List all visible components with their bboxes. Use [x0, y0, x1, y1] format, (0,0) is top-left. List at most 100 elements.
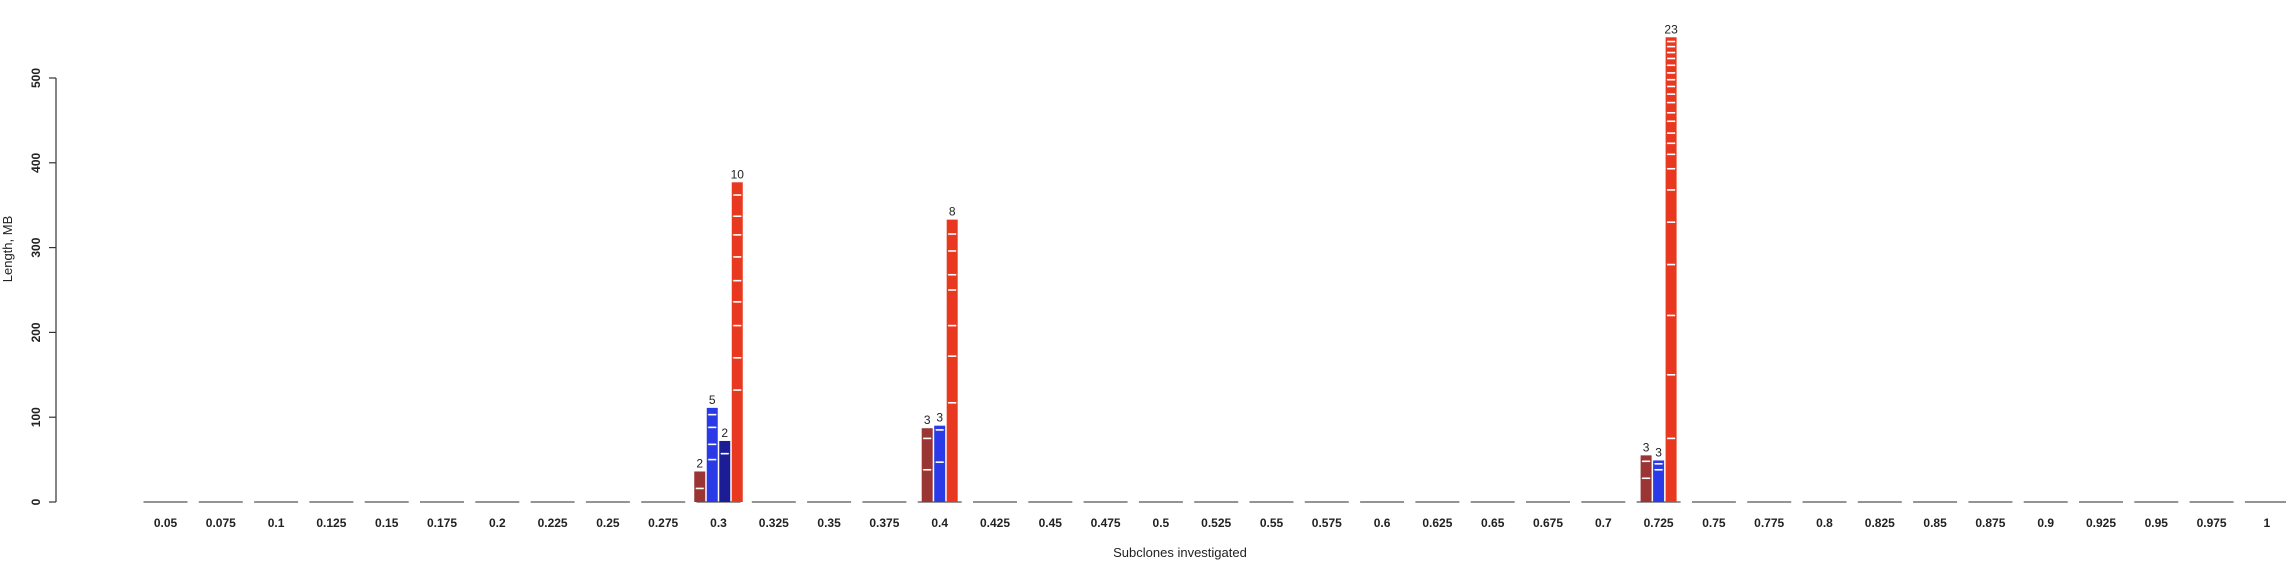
- bar-group: 3 3 23: [1640, 22, 1678, 502]
- bar-count-label: 3: [936, 411, 943, 425]
- stacked-bar: 2: [694, 456, 706, 502]
- bar-segment: [1665, 315, 1677, 375]
- bar-group: 2 5 2 10: [694, 167, 744, 502]
- y-axis: 0 100 200 300 400 500: [29, 68, 57, 505]
- x-tick-label: 0.55: [1260, 516, 1284, 530]
- bar-segment: [946, 325, 958, 357]
- x-tick-label: 0.8: [1816, 516, 1833, 530]
- bar-segment: [706, 427, 718, 445]
- bar-segment: [694, 471, 706, 489]
- bar-segment: [1665, 189, 1677, 223]
- bar-segment: [1665, 65, 1677, 73]
- x-tick-label: 0.375: [869, 516, 899, 530]
- stacked-bar: 10: [731, 167, 745, 502]
- bar-count-label: 3: [1643, 440, 1650, 454]
- bar-segment: [1665, 264, 1677, 316]
- bar-segment: [946, 402, 958, 502]
- x-tick-label: 0.65: [1481, 516, 1505, 530]
- x-tick-label: 0.475: [1091, 516, 1121, 530]
- bar-group: 3 3 8: [921, 205, 958, 502]
- x-tick-label: 0.1: [268, 516, 285, 530]
- bar-segment: [1665, 374, 1677, 439]
- bar-segment: [946, 290, 958, 326]
- x-tick-label: 0.125: [316, 516, 346, 530]
- bar-count-label: 5: [709, 393, 716, 407]
- bar-segment: [1653, 460, 1665, 464]
- bar-segment: [731, 325, 743, 358]
- x-tick-label: 0.075: [206, 516, 236, 530]
- bar-segment: [706, 414, 718, 428]
- x-tick-label: 0.525: [1201, 516, 1231, 530]
- bar-segment: [1665, 41, 1677, 47]
- bar-segment: [731, 390, 743, 502]
- y-axis-label: Length, MB: [0, 216, 15, 283]
- bar-segment: [1640, 461, 1652, 479]
- stacked-bar: 2: [719, 426, 731, 502]
- x-tick-label: 0.4: [931, 516, 948, 530]
- x-tick-label: 0.825: [1865, 516, 1895, 530]
- y-tick-label: 300: [29, 237, 43, 257]
- bar-count-label: 10: [731, 167, 745, 181]
- x-tick-label: 0.3: [710, 516, 727, 530]
- bar-segment: [731, 280, 743, 302]
- bar-segment: [731, 216, 743, 235]
- y-tick-label: 100: [29, 407, 43, 427]
- bar-segment: [1640, 478, 1652, 502]
- y-tick-label: 400: [29, 152, 43, 172]
- bar-segment: [921, 428, 933, 439]
- x-tick-label: 0.175: [427, 516, 457, 530]
- y-tick-label: 500: [29, 68, 43, 88]
- bar-segment: [1665, 46, 1677, 53]
- bar-segment: [1665, 112, 1677, 122]
- bar-segment: [946, 234, 958, 251]
- x-tick-label: 0.925: [2086, 516, 2116, 530]
- bar-count-label: 8: [949, 205, 956, 219]
- bar-segment: [1665, 86, 1677, 95]
- x-tick-label: 0.425: [980, 516, 1010, 530]
- bar-count-label: 2: [696, 456, 703, 470]
- bar-segment: [1665, 438, 1677, 502]
- x-tick-label: 0.975: [2197, 516, 2227, 530]
- bar-segment: [921, 438, 933, 470]
- x-tick-label: 0.95: [2145, 516, 2169, 530]
- stacked-bar: 3: [1653, 445, 1665, 502]
- bar-segment: [731, 234, 743, 257]
- bar-segment: [1665, 154, 1677, 169]
- x-tick-label: 0.25: [596, 516, 620, 530]
- bar-segment: [946, 356, 958, 403]
- x-tick-label: 0.6: [1374, 516, 1391, 530]
- x-tick-label: 0.325: [759, 516, 789, 530]
- x-tick-label: 0.45: [1039, 516, 1063, 530]
- bar-count-label: 2: [721, 426, 728, 440]
- bar-segment: [719, 453, 731, 502]
- x-tick-label: 0.05: [154, 516, 178, 530]
- bar-segment: [1640, 455, 1652, 462]
- bar-segment: [1665, 121, 1677, 134]
- x-tick-label: 0.5: [1153, 516, 1170, 530]
- bar-segment: [706, 459, 718, 502]
- x-tick-label: 0.9: [2037, 516, 2054, 530]
- x-tick-label: 0.85: [1923, 516, 1947, 530]
- x-axis-label: Subclones investigated: [1113, 545, 1247, 560]
- bar-segment: [1665, 94, 1677, 103]
- x-tick-label: 0.575: [1312, 516, 1342, 530]
- x-tick-label: 0.15: [375, 516, 399, 530]
- x-tick-label: 0.675: [1533, 516, 1563, 530]
- stacked-bar: 3: [921, 413, 933, 502]
- bar-count-label: 3: [1655, 445, 1662, 459]
- bar-segment: [1665, 133, 1677, 144]
- bar-segment: [1665, 79, 1677, 87]
- bar-segment: [934, 429, 946, 463]
- bar-segment: [1665, 58, 1677, 66]
- x-tick-label: 0.2: [489, 516, 506, 530]
- x-tick-label: 0.275: [648, 516, 678, 530]
- stacked-bar: 3: [1640, 440, 1652, 502]
- bar-segment: [706, 444, 718, 460]
- bar-segment: [1665, 72, 1677, 80]
- stacked-bar: 8: [946, 205, 958, 502]
- bar-segment: [1653, 463, 1665, 470]
- x-tick-label: 0.75: [1702, 516, 1726, 530]
